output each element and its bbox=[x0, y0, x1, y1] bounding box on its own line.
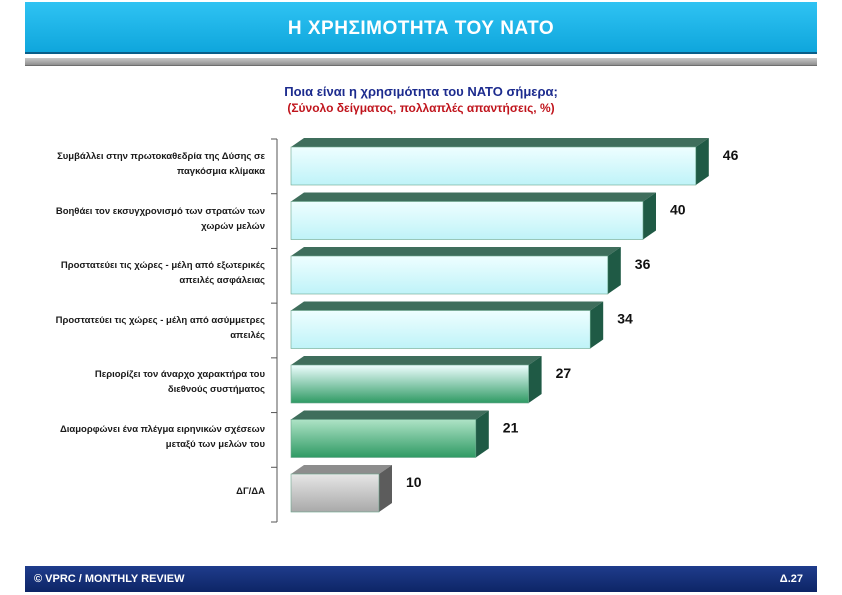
category-label-line: Περιορίζει τον άναρχο χαρακτήρα του bbox=[94, 369, 265, 380]
bar-top-face bbox=[291, 356, 542, 365]
data-label: 36 bbox=[635, 256, 651, 272]
bar bbox=[290, 201, 644, 240]
footer-copyright: © VPRC / MONTHLY REVIEW bbox=[34, 573, 185, 585]
data-label: 34 bbox=[617, 311, 633, 327]
bar bbox=[290, 255, 609, 295]
bar-side-face bbox=[475, 410, 489, 458]
data-label: 27 bbox=[556, 365, 572, 381]
data-label: 46 bbox=[723, 147, 739, 163]
category-label: Συμβάλλει στην πρωτοκαθεδρία της Δύσης σ… bbox=[45, 149, 265, 179]
category-label: Βοηθάει τον εκσυγχρονισμό των στρατών τω… bbox=[45, 204, 265, 234]
category-label-line: απειλές bbox=[230, 329, 265, 341]
category-label: Προστατεύει τις χώρες - μέλη από εξωτερι… bbox=[45, 258, 265, 288]
bar-top-face bbox=[291, 138, 709, 147]
bar-side-face bbox=[528, 356, 542, 403]
category-label-line: ΔΓ/ΔΑ bbox=[236, 485, 265, 497]
category-label: ΔΓ/ΔΑ bbox=[45, 484, 265, 499]
bar bbox=[290, 146, 697, 186]
header-bar: Η ΧΡΗΣΙΜΟΤΗΤΑ ΤΟΥ ΝΑΤΟ bbox=[25, 2, 817, 54]
category-label-line: Προστατεύει τις χώρες - μέλη από ασύμμετ… bbox=[55, 314, 265, 326]
category-label-line: διεθνούς συστήματος bbox=[167, 384, 265, 395]
bar-side-face bbox=[643, 192, 656, 240]
category-label-line: μεταξύ των μελών του bbox=[165, 438, 265, 450]
question-title: Ποια είναι η χρησιμότητα του ΝΑΤΟ σήμερα… bbox=[284, 84, 558, 99]
bar bbox=[290, 364, 529, 404]
data-label: 40 bbox=[670, 202, 686, 218]
category-label-line: Προστατεύει τις χώρες - μέλη από εξωτερι… bbox=[60, 260, 265, 271]
bar-top-face bbox=[291, 247, 621, 256]
bar-top-face bbox=[291, 192, 656, 202]
category-label-line: Βοηθάει τον εκσυγχρονισμό των στρατών τω… bbox=[55, 205, 265, 217]
bar bbox=[290, 310, 591, 349]
data-label: 10 bbox=[406, 474, 422, 490]
data-label: 21 bbox=[503, 420, 519, 436]
category-label: Διαμορφώνει ένα πλέγμα ειρηνικών σχέσεων… bbox=[45, 422, 265, 452]
bar-top-face bbox=[291, 410, 489, 420]
category-label-line: απειλές ασφάλειας bbox=[179, 275, 265, 286]
question-subtitle: (Σύνολο δείγματος, πολλαπλές απαντήσεις,… bbox=[287, 101, 555, 115]
bar-top-face bbox=[291, 465, 392, 474]
bar-side-face bbox=[379, 465, 392, 512]
page-number: Δ.27 bbox=[779, 573, 803, 585]
bar-side-face bbox=[695, 138, 709, 185]
footer-bar: © VPRC / MONTHLY REVIEW Δ.27 bbox=[25, 566, 817, 592]
category-label: Προστατεύει τις χώρες - μέλη από ασύμμετ… bbox=[45, 313, 265, 343]
category-label: Περιορίζει τον άναρχο χαρακτήρα του διεθν… bbox=[45, 367, 265, 397]
bar bbox=[290, 419, 477, 458]
bar-side-face bbox=[590, 301, 604, 349]
category-label-line: Συμβάλλει στην πρωτοκαθεδρία της Δύσης σ… bbox=[57, 151, 265, 162]
bar bbox=[290, 473, 380, 513]
bar-top-face bbox=[291, 301, 604, 311]
category-label-line: Διαμορφώνει ένα πλέγμα ειρηνικών σχέσεων bbox=[59, 423, 265, 435]
page-title: Η ΧΡΗΣΙΜΟΤΗΤΑ ΤΟΥ ΝΑΤΟ bbox=[287, 18, 555, 39]
category-label-line: παγκόσμια κλίμακα bbox=[176, 166, 265, 177]
bar-side-face bbox=[607, 247, 621, 294]
category-label-line: χωρών μελών bbox=[201, 220, 265, 232]
header-divider bbox=[25, 58, 817, 66]
